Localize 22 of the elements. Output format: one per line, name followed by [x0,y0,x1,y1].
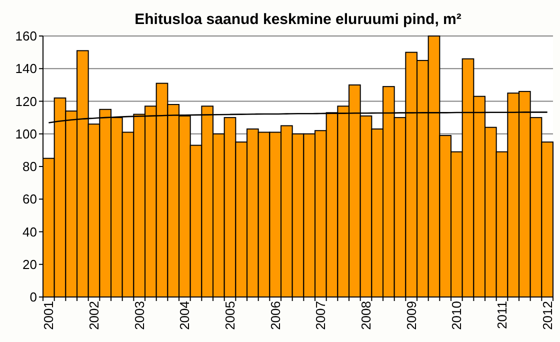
x-tick-label: 2009 [404,301,419,330]
x-tick-label: 2002 [86,301,102,330]
y-tick-label: 0 [30,290,37,305]
y-tick-label: 80 [22,159,37,174]
x-tick-label: 2011 [494,301,510,329]
y-tick-label: 160 [15,28,37,44]
y-tick-label: 120 [15,94,37,109]
y-tick-label: 140 [15,61,37,76]
x-tick-label: 2012 [540,301,555,330]
x-tick-label: 2010 [449,301,464,330]
x-tick-label: 2004 [177,301,192,330]
x-tick-label: 2005 [222,301,238,330]
chart-title: Ehitusloa saanud keskmine eluruumi pind, m² [134,11,462,28]
y-tick-label: 20 [22,256,37,272]
x-tick-label: 2008 [358,301,374,330]
x-tick-label: 2007 [313,301,328,330]
y-tick-label: 40 [22,224,37,240]
y-tick-label: 100 [15,126,37,142]
x-tick-label: 2001 [41,301,56,330]
y-tick-label: 60 [22,192,37,207]
x-tick-label: 2003 [132,301,147,330]
x-tick-label: 2006 [268,301,283,330]
